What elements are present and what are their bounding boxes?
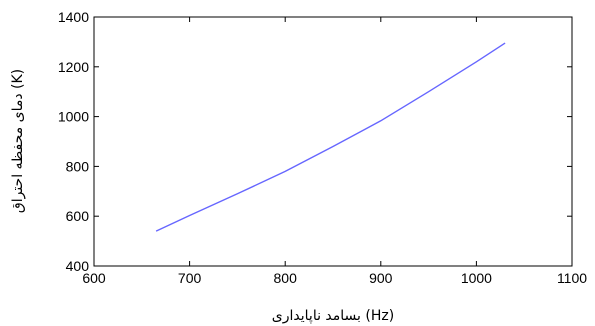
x-tick-label: 1100	[557, 270, 587, 286]
x-tick-label: 900	[369, 270, 393, 286]
y-tick-label: 600	[66, 208, 90, 224]
x-axis-label: بسامد ناپایداری (Hz)	[272, 308, 394, 324]
y-tick-label: 1000	[58, 109, 89, 125]
plot-area	[93, 16, 573, 267]
x-tick-label: 600	[82, 270, 106, 286]
y-tick-label: 800	[66, 158, 90, 174]
x-tick-label: 700	[178, 270, 202, 286]
y-axis-ticks: 400 600 800 1000 1200 1400	[58, 9, 572, 274]
y-axis-label: دمای محفظه احتراق (K)	[10, 69, 26, 213]
y-tick-label: 1400	[58, 9, 89, 25]
x-tick-label: 800	[274, 270, 298, 286]
series-line	[155, 42, 506, 232]
y-tick-label: 1200	[58, 59, 89, 75]
x-axis-ticks: 600 700 800 900 1000 1100	[82, 17, 587, 286]
x-tick-label: 1000	[461, 270, 492, 286]
y-tick-label: 400	[66, 258, 90, 274]
